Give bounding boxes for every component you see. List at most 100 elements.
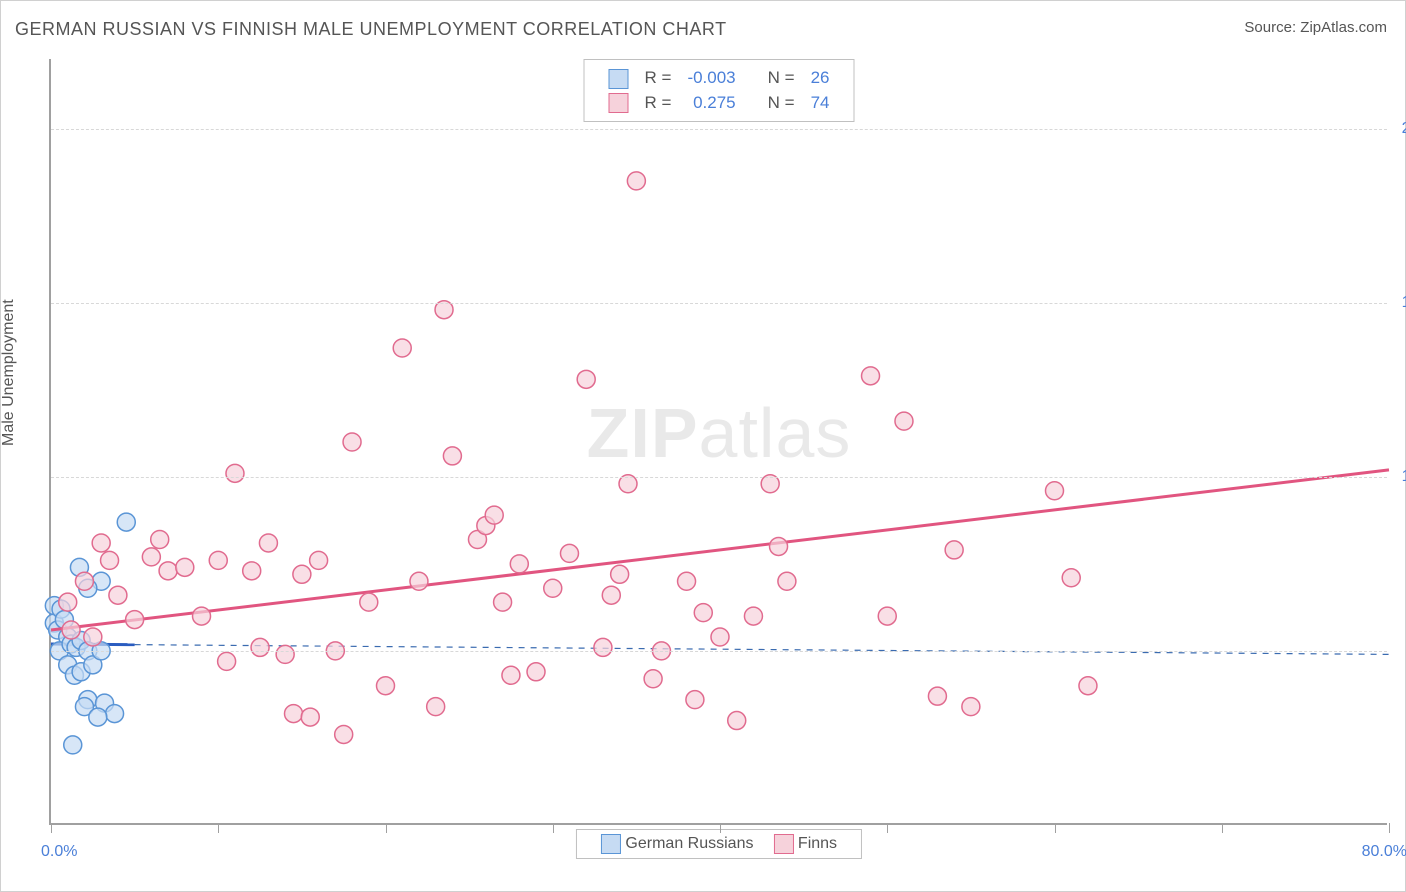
data-point (84, 628, 102, 646)
legend-r-label: R = (637, 91, 680, 116)
x-tick (386, 823, 387, 833)
data-point (928, 687, 946, 705)
data-point (251, 638, 269, 656)
gridline (51, 303, 1387, 304)
legend-row: R =0.275 N =74 (601, 91, 838, 116)
data-point (878, 607, 896, 625)
data-point (343, 433, 361, 451)
x-tick (1055, 823, 1056, 833)
data-point (226, 464, 244, 482)
data-point (711, 628, 729, 646)
data-point (644, 670, 662, 688)
data-point (126, 611, 144, 629)
data-point (75, 572, 93, 590)
data-point (862, 367, 880, 385)
data-point (276, 645, 294, 663)
source-attribution: Source: ZipAtlas.com (1244, 19, 1387, 36)
legend-swatch (609, 69, 629, 89)
legend-n-label: N = (760, 91, 803, 116)
data-point (64, 736, 82, 754)
y-tick-label: 10.0% (1402, 468, 1406, 486)
data-point (494, 593, 512, 611)
x-origin-label: 0.0% (41, 843, 77, 861)
legend-series: German Russians Finns (576, 829, 862, 859)
legend-r-value: -0.003 (679, 66, 743, 91)
data-point (602, 586, 620, 604)
x-tick (218, 823, 219, 833)
data-point (335, 725, 353, 743)
regression-extrapolation (135, 645, 1389, 655)
source-link[interactable]: ZipAtlas.com (1300, 19, 1387, 36)
data-point (778, 572, 796, 590)
data-point (310, 551, 328, 569)
gridline (51, 477, 1387, 478)
x-tick (887, 823, 888, 833)
y-tick-label: 15.0% (1402, 294, 1406, 312)
regression-line (51, 470, 1389, 630)
legend-correlation: R =-0.003 N =26 R =0.275 N =74 (584, 59, 855, 122)
data-point (243, 562, 261, 580)
data-point (485, 506, 503, 524)
data-point (770, 537, 788, 555)
x-end-label: 80.0% (1362, 843, 1406, 861)
x-tick (553, 823, 554, 833)
data-point (293, 565, 311, 583)
legend-swatch (773, 834, 793, 854)
data-point (285, 705, 303, 723)
scatter-svg (51, 59, 1389, 825)
data-point (694, 604, 712, 622)
data-point (427, 698, 445, 716)
legend-swatch (601, 834, 621, 854)
legend-n-value: 26 (803, 66, 838, 91)
x-tick (720, 823, 721, 833)
y-tick-label: 20.0% (1402, 120, 1406, 138)
data-point (59, 593, 77, 611)
gridline (51, 129, 1387, 130)
data-point (728, 712, 746, 730)
data-point (209, 551, 227, 569)
x-tick (51, 823, 52, 833)
x-tick (1389, 823, 1390, 833)
legend-r-label: R = (637, 66, 680, 91)
data-point (678, 572, 696, 590)
chart-container: GERMAN RUSSIAN VS FINNISH MALE UNEMPLOYM… (0, 0, 1406, 892)
data-point (627, 172, 645, 190)
data-point (410, 572, 428, 590)
data-point (218, 652, 236, 670)
data-point (1046, 482, 1064, 500)
data-point (109, 586, 127, 604)
data-point (117, 513, 135, 531)
gridline (51, 651, 1387, 652)
data-point (1079, 677, 1097, 695)
chart-title: GERMAN RUSSIAN VS FINNISH MALE UNEMPLOYM… (15, 19, 727, 40)
x-tick (1222, 823, 1223, 833)
legend-series-label: German Russians (625, 835, 753, 852)
y-axis-label: Male Unemployment (0, 299, 18, 446)
data-point (377, 677, 395, 695)
data-point (611, 565, 629, 583)
legend-n-label: N = (760, 66, 803, 91)
data-point (560, 544, 578, 562)
data-point (527, 663, 545, 681)
data-point (393, 339, 411, 357)
data-point (895, 412, 913, 430)
data-point (89, 708, 107, 726)
data-point (301, 708, 319, 726)
legend-series-item: German Russians (601, 834, 754, 854)
data-point (101, 551, 119, 569)
data-point (544, 579, 562, 597)
legend-r-value: 0.275 (679, 91, 743, 116)
legend-row: R =-0.003 N =26 (601, 66, 838, 91)
data-point (259, 534, 277, 552)
data-point (142, 548, 160, 566)
data-point (176, 558, 194, 576)
data-point (945, 541, 963, 559)
data-point (443, 447, 461, 465)
legend-table: R =-0.003 N =26 R =0.275 N =74 (601, 66, 838, 115)
data-point (62, 621, 80, 639)
data-point (106, 705, 124, 723)
data-point (744, 607, 762, 625)
legend-series-item: Finns (773, 834, 837, 854)
data-point (686, 691, 704, 709)
legend-n-value: 74 (803, 91, 838, 116)
